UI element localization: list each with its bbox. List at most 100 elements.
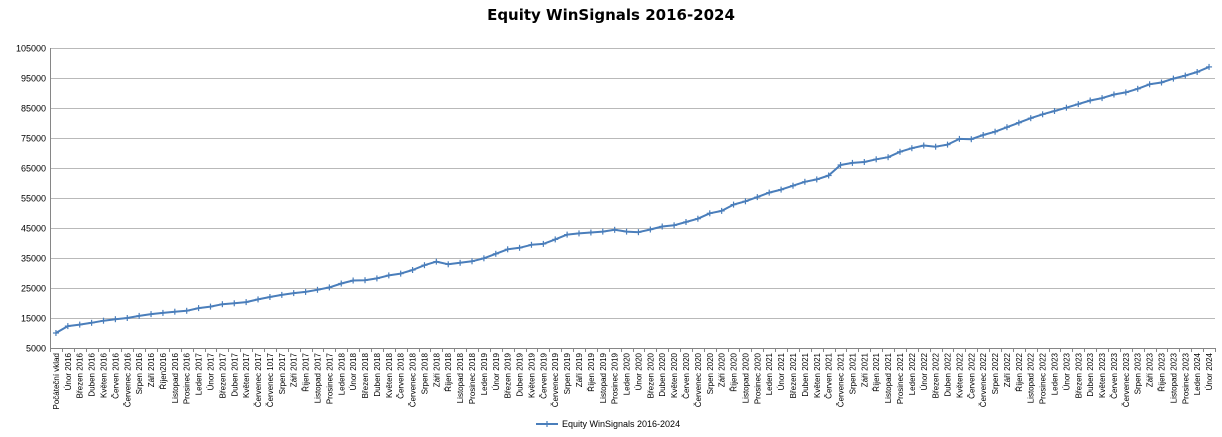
data-point-marker bbox=[576, 230, 583, 237]
x-tick-label: Duben 2021 bbox=[801, 352, 810, 396]
data-point-marker bbox=[635, 229, 642, 236]
x-tick-label: Březen 2016 bbox=[76, 352, 85, 398]
data-point-marker bbox=[64, 323, 71, 330]
x-tick-label: Leden 2020 bbox=[623, 352, 632, 395]
data-point-marker bbox=[1134, 85, 1141, 92]
x-tick-label: Leden 2021 bbox=[765, 352, 774, 395]
x-tick-label: Duben 2018 bbox=[373, 352, 382, 396]
data-point-marker bbox=[1039, 111, 1046, 118]
x-tick-label: Červenec 2020 bbox=[694, 352, 703, 407]
data-point-marker bbox=[183, 307, 190, 314]
data-point-marker bbox=[373, 275, 380, 282]
gridlines bbox=[50, 48, 1215, 349]
data-point-marker bbox=[1051, 108, 1058, 114]
data-point-marker bbox=[1027, 115, 1034, 122]
data-point-marker bbox=[1063, 104, 1070, 111]
series-line bbox=[55, 65, 1210, 334]
data-point-marker bbox=[136, 312, 143, 319]
data-point-marker bbox=[362, 277, 369, 284]
x-tick-label: Září 2017 bbox=[290, 352, 299, 387]
x-tick-label: Duben 2019 bbox=[516, 352, 525, 396]
x-tick-label: Únor 2020 bbox=[634, 352, 643, 390]
x-tick-label: Březen 2018 bbox=[361, 352, 370, 398]
data-point-marker bbox=[849, 159, 856, 166]
data-point-marker bbox=[1015, 119, 1022, 126]
data-point-marker bbox=[813, 176, 820, 183]
x-tick-label: Březen 2021 bbox=[789, 352, 798, 398]
data-point-marker bbox=[706, 210, 713, 217]
data-point-marker bbox=[385, 272, 392, 279]
data-point-marker bbox=[540, 240, 547, 247]
y-tick-label: 15000 bbox=[21, 314, 46, 324]
data-point-marker bbox=[219, 301, 226, 308]
data-point-marker bbox=[159, 309, 166, 316]
x-tick-label: Srpen 2023 bbox=[1134, 352, 1143, 394]
data-point-marker bbox=[290, 290, 297, 297]
data-point-marker bbox=[825, 172, 832, 179]
x-tick-label: Říjen 2018 bbox=[444, 352, 453, 391]
x-tick-label: Červenec 2019 bbox=[551, 352, 560, 407]
x-tick-label: Září 2019 bbox=[575, 352, 584, 387]
legend-label: Equity WinSignals 2016-2024 bbox=[562, 419, 680, 429]
y-axis-tick-labels: 5000 15000 25000 35000 45000 55000 65000 75000 8… bbox=[16, 44, 46, 354]
x-tick-label: Leden 2023 bbox=[1051, 352, 1060, 395]
data-point-marker bbox=[504, 246, 511, 253]
x-tick-label: Listopad 2021 bbox=[884, 352, 893, 403]
x-tick-label: Červen 2023 bbox=[1110, 352, 1119, 398]
x-tick-label: Listopad 2017 bbox=[313, 352, 322, 403]
x-tick-label: Říjen 2019 bbox=[587, 352, 596, 391]
x-tick-label: Listopad 2019 bbox=[599, 352, 608, 403]
data-point-marker bbox=[457, 259, 464, 266]
data-point-marker bbox=[52, 330, 59, 336]
legend-marker bbox=[544, 421, 550, 427]
x-tick-label: Říjen 2023 bbox=[1158, 352, 1167, 391]
data-point-marker bbox=[88, 319, 95, 326]
x-tick-label: Květen 2017 bbox=[242, 352, 251, 397]
x-tick-label: Listopad 2016 bbox=[171, 352, 180, 403]
x-tick-label: Únor 2021 bbox=[777, 352, 786, 390]
data-point-marker bbox=[754, 194, 761, 201]
data-point-marker bbox=[278, 291, 285, 298]
data-point-marker bbox=[587, 229, 594, 236]
y-tick-label: 65000 bbox=[21, 164, 46, 174]
data-point-marker bbox=[1087, 97, 1094, 104]
x-tick-label: Srpen 2017 bbox=[278, 352, 287, 394]
x-tick-label: Březen 2020 bbox=[646, 352, 655, 398]
data-point-marker bbox=[100, 317, 107, 324]
x-tick-label: Prosinec 2020 bbox=[753, 352, 762, 404]
data-point-marker bbox=[1158, 79, 1165, 86]
x-tick-label: Říjen 2017 bbox=[302, 352, 311, 391]
x-tick-label: Prosinec 2019 bbox=[611, 352, 620, 404]
data-point-marker bbox=[445, 261, 452, 268]
x-tick-label: Počáteční vklad bbox=[52, 353, 61, 409]
x-tick-label: Červen 2016 bbox=[111, 352, 120, 398]
x-tick-label: Červen 2018 bbox=[397, 352, 406, 398]
data-point-marker bbox=[932, 143, 939, 150]
data-point-marker bbox=[480, 255, 487, 262]
data-point-marker bbox=[968, 136, 975, 143]
x-tick-label: Červenec 2017 bbox=[254, 352, 263, 407]
x-tick-label: Červen 2019 bbox=[539, 352, 548, 398]
data-point-marker bbox=[718, 207, 725, 214]
data-point-marker bbox=[1194, 69, 1201, 75]
data-point-marker bbox=[992, 128, 999, 135]
data-point-marker bbox=[837, 162, 844, 168]
x-tick-label: Únor 2022 bbox=[920, 352, 929, 390]
x-tick-label: Duben 2016 bbox=[88, 352, 97, 396]
x-tick-label: Září 2022 bbox=[1003, 352, 1012, 387]
data-point-marker bbox=[896, 148, 903, 155]
data-point-marker bbox=[314, 286, 321, 293]
data-point-marker bbox=[956, 135, 963, 142]
data-point-marker bbox=[778, 186, 785, 193]
x-tick-label: Březen 2017 bbox=[218, 352, 227, 398]
data-point-marker bbox=[148, 311, 155, 318]
y-tick-label: 105000 bbox=[16, 44, 46, 54]
x-tick-label: Září 2020 bbox=[718, 352, 727, 387]
data-point-marker bbox=[873, 156, 880, 163]
x-tick-label: Září 2023 bbox=[1146, 352, 1155, 387]
y-tick-label: 45000 bbox=[21, 224, 46, 234]
x-tick-label: Leden 2024 bbox=[1193, 352, 1202, 395]
x-tick-label: Červenec 2022 bbox=[979, 352, 988, 407]
data-point-marker bbox=[171, 308, 178, 315]
x-tick-label: Březen 2023 bbox=[1074, 352, 1083, 398]
